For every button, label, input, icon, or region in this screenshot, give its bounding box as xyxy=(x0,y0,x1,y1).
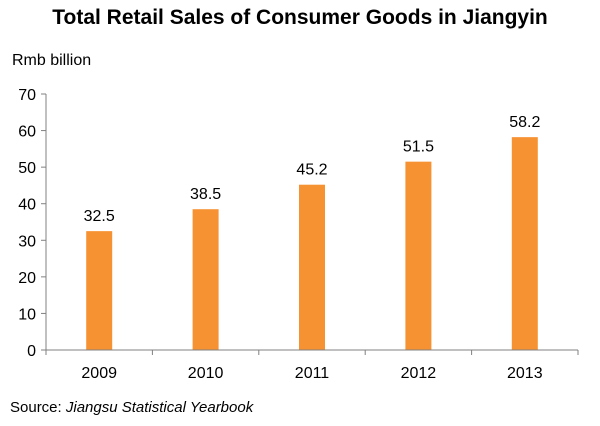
data-label-2010: 38.5 xyxy=(190,186,221,203)
source-note: Source: Jiangsu Statistical Yearbook xyxy=(10,399,253,416)
y-tick-label: 20 xyxy=(18,270,36,287)
data-label-2009: 32.5 xyxy=(84,208,115,225)
data-label-2012: 51.5 xyxy=(403,139,434,156)
x-tick-label: 2013 xyxy=(507,365,543,382)
y-axis-unit-label: Rmb billion xyxy=(12,52,92,69)
y-tick-label: 30 xyxy=(18,233,36,250)
data-labels: 32.5 38.5 45.2 51.5 58.2 xyxy=(84,114,541,225)
x-tick-label: 2012 xyxy=(401,365,437,382)
x-axis-ticks: 2009 2010 2011 2012 2013 xyxy=(45,350,579,382)
x-tick-label: 2011 xyxy=(295,365,330,382)
bar-2013 xyxy=(511,137,538,350)
x-tick-label: 2009 xyxy=(81,365,117,382)
y-axis-ticks: 0 10 20 30 40 50 60 70 xyxy=(18,87,46,360)
bar-2011 xyxy=(299,184,325,350)
data-label-2013: 58.2 xyxy=(509,114,540,131)
data-label-2011: 45.2 xyxy=(296,162,327,179)
y-tick-label: 70 xyxy=(18,87,36,104)
x-tick-label: 2010 xyxy=(188,365,224,382)
y-tick-label: 0 xyxy=(27,343,36,360)
bars xyxy=(86,137,538,350)
y-tick-label: 50 xyxy=(18,160,36,177)
y-tick-label: 60 xyxy=(18,124,36,141)
y-tick-label: 40 xyxy=(18,197,36,214)
y-tick-label: 10 xyxy=(18,306,36,323)
source-name: Jiangsu Statistical Yearbook xyxy=(65,399,254,416)
source-prefix: Source: xyxy=(10,399,66,416)
bar-2009 xyxy=(86,231,113,350)
chart-title: Total Retail Sales of Consumer Goods in … xyxy=(52,6,548,29)
bar-2010 xyxy=(192,209,219,350)
bar-2012 xyxy=(405,161,432,350)
